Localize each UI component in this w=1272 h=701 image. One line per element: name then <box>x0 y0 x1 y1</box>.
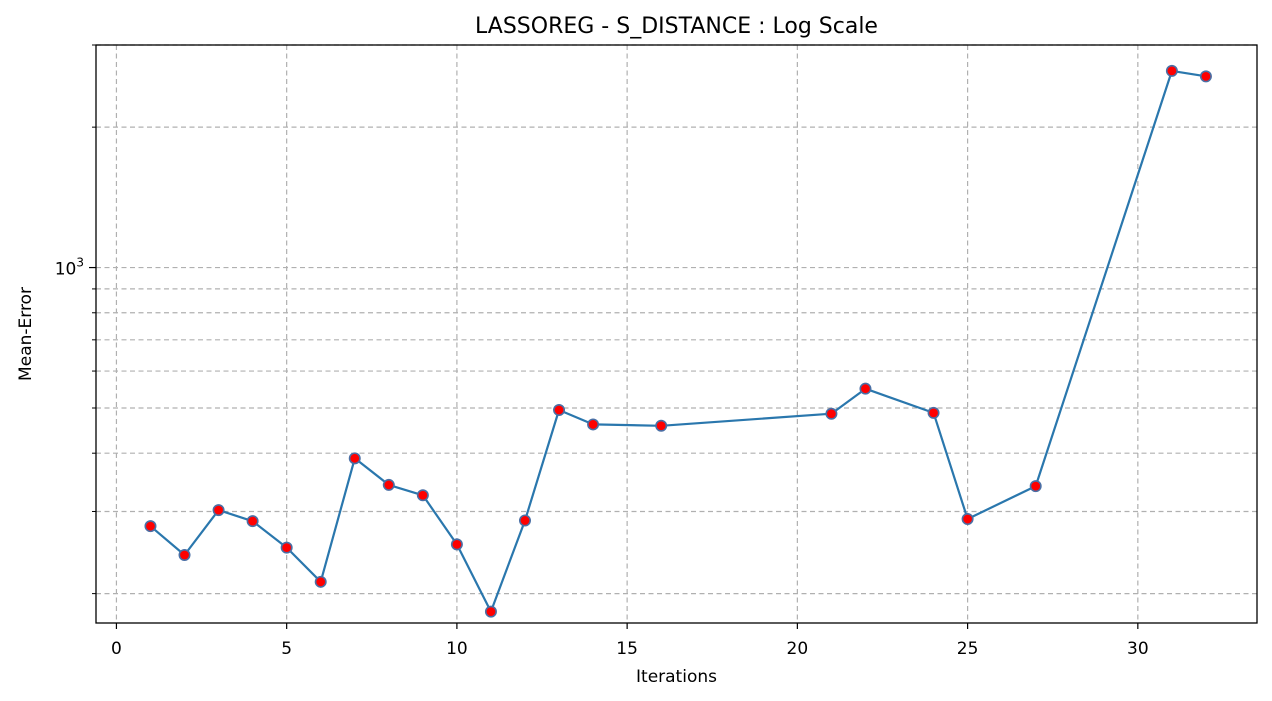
grid <box>96 44 1257 623</box>
data-point <box>178 549 191 562</box>
data-point <box>314 575 327 588</box>
plot-frame <box>95 44 1258 624</box>
data-point <box>859 382 872 395</box>
x-tick-label: 20 <box>787 639 809 659</box>
data-point <box>382 478 395 491</box>
data-point <box>518 514 531 527</box>
data-point <box>246 515 259 528</box>
data-point <box>1165 64 1178 77</box>
x-axis-label: Iterations <box>636 667 717 687</box>
chart-title: LASSOREG - S_DISTANCE : Log Scale <box>475 14 878 39</box>
data-point <box>587 418 600 431</box>
data-point <box>416 489 429 502</box>
data-point <box>1029 480 1042 493</box>
x-tick-label: 25 <box>957 639 979 659</box>
x-tick-label: 5 <box>281 639 292 659</box>
data-point <box>825 407 838 420</box>
x-tick-label: 0 <box>111 639 122 659</box>
data-point <box>655 419 668 432</box>
data-points <box>144 64 1212 618</box>
data-point <box>961 513 974 526</box>
data-point <box>1199 70 1212 83</box>
y-axis-label: Mean-Error <box>16 287 36 381</box>
y-tick-label: 103 <box>55 256 84 280</box>
data-point <box>144 520 157 533</box>
x-tick-label: 10 <box>446 639 468 659</box>
data-point <box>212 504 225 517</box>
x-tick-label: 15 <box>616 639 638 659</box>
series-polyline <box>149 69 1207 613</box>
data-point <box>348 452 361 465</box>
data-point <box>553 404 566 417</box>
series-line <box>149 69 1207 613</box>
data-point <box>484 605 497 618</box>
data-point <box>280 541 293 554</box>
x-tick-label: 30 <box>1127 639 1149 659</box>
data-point <box>450 538 463 551</box>
data-point <box>927 406 940 419</box>
axes: 0 5 10 15 20 25 30 103 <box>55 44 1258 659</box>
